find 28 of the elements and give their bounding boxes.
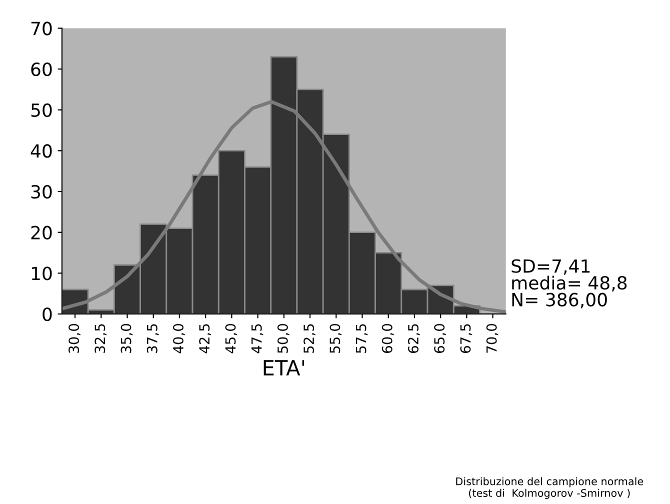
x-tick-label: 50,0	[277, 324, 290, 353]
text: SD=7,41 media= 48,8 N= 386,00	[512, 259, 627, 308]
y-tick-label: 70	[31, 22, 52, 36]
x-tick-label: 42,5	[199, 324, 212, 354]
x-tick-label: 55,0	[330, 324, 342, 353]
x-tick-label: 40,0	[172, 324, 185, 354]
y-tick-label: 60	[31, 62, 52, 76]
y-tick-label: 10	[32, 266, 52, 280]
text: Distribuzione del campione normale (test di Kolmogorov -Smirnov )	[456, 477, 644, 499]
x-tick-label: 57,5	[356, 324, 368, 353]
x-tick-label: 35,0	[120, 324, 133, 353]
x-tick-label: 32,5	[94, 324, 107, 353]
x-tick-label: 47,5	[252, 324, 264, 354]
x-tick-label: 60,0	[382, 324, 394, 353]
x-axis-title: ETA'	[264, 360, 304, 376]
y-tick-label: 50	[31, 103, 52, 117]
x-tick-label: 30,0	[68, 324, 80, 353]
y-tick-label: 20	[31, 226, 52, 240]
y-tick-label: 40	[30, 144, 52, 158]
x-tick-label: 37,5	[146, 324, 159, 353]
y-tick-label: 30	[31, 184, 52, 199]
x-tick-label: 62,5	[408, 324, 420, 353]
x-tick-label: 70,0	[486, 324, 498, 353]
x-tick-label: 52,5	[304, 324, 316, 353]
x-tick-label: 67,5	[460, 324, 472, 353]
x-tick-label: 45,0	[225, 324, 238, 354]
x-tick-label: 65,0	[434, 324, 446, 353]
y-tick-label: 0	[42, 307, 52, 322]
